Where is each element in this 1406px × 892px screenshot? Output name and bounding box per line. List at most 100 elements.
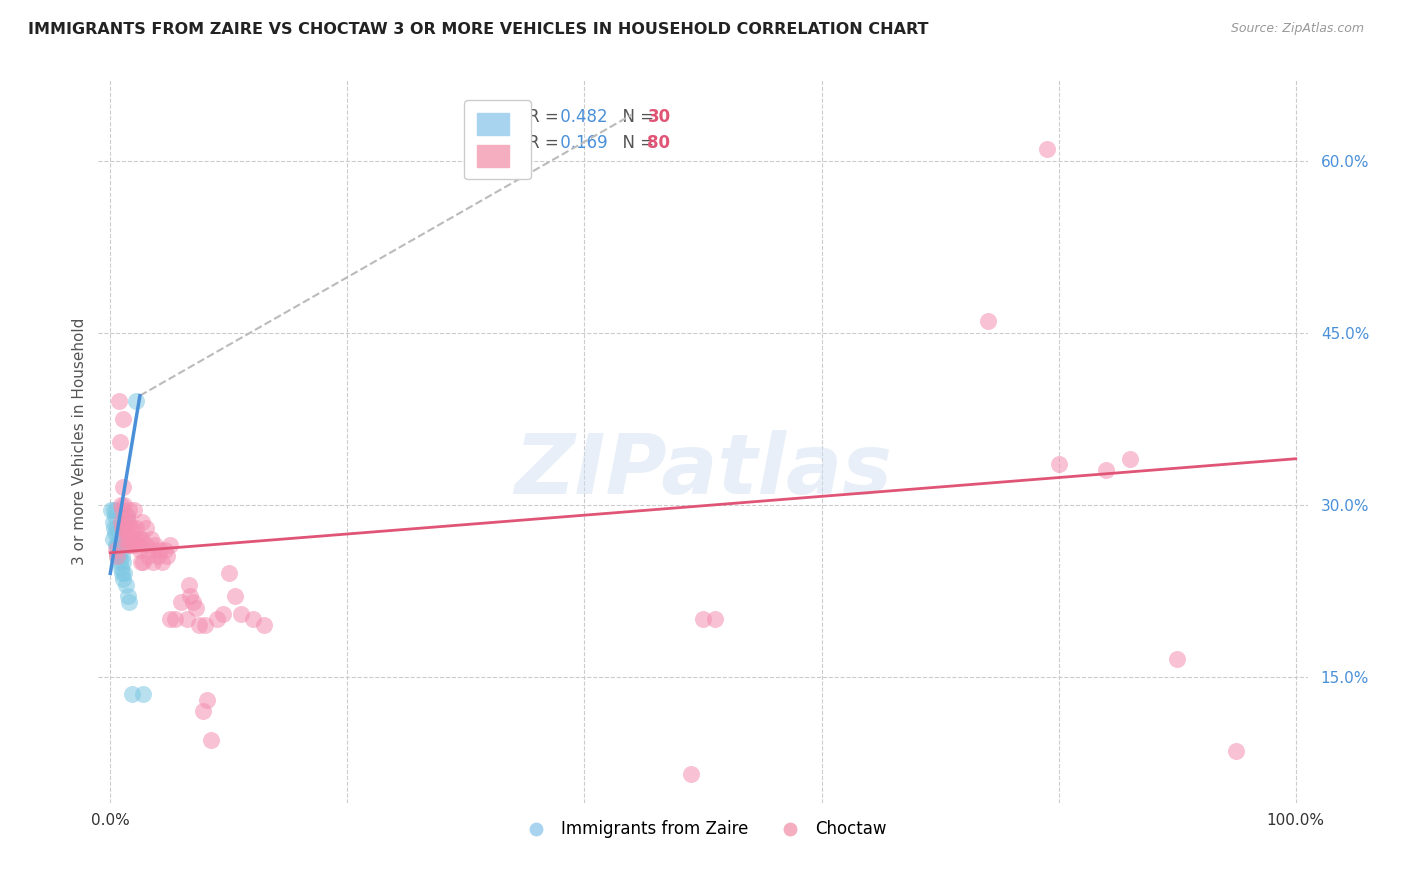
Point	[117, 538, 139, 552]
Point	[143, 538, 166, 552]
Point	[117, 532, 139, 546]
Point	[112, 572, 135, 586]
Point	[218, 566, 240, 581]
Point	[120, 538, 142, 552]
Point	[184, 600, 207, 615]
Point	[170, 595, 193, 609]
Point	[104, 526, 127, 541]
Text: N =: N =	[613, 108, 659, 126]
Text: IMMIGRANTS FROM ZAIRE VS CHOCTAW 3 OR MORE VEHICLES IN HOUSEHOLD CORRELATION CHA: IMMIGRANTS FROM ZAIRE VS CHOCTAW 3 OR MO…	[28, 22, 928, 37]
Point	[139, 532, 162, 546]
Point	[105, 520, 128, 534]
Point	[114, 578, 136, 592]
Point	[136, 549, 159, 564]
Point	[129, 543, 152, 558]
Point	[110, 543, 132, 558]
Point	[112, 480, 135, 494]
Point	[112, 411, 135, 425]
Point	[118, 595, 141, 609]
Text: 0.169: 0.169	[555, 135, 609, 153]
Point	[110, 498, 132, 512]
Point	[1095, 463, 1118, 477]
Point	[131, 532, 153, 546]
Text: 0.482: 0.482	[555, 108, 609, 126]
Point	[149, 543, 172, 558]
Point	[692, 612, 714, 626]
Point	[159, 538, 181, 552]
Point	[177, 578, 200, 592]
Point	[205, 612, 228, 626]
Point	[111, 503, 134, 517]
Point	[121, 534, 143, 549]
Point	[132, 555, 155, 569]
Point	[146, 549, 169, 564]
Point	[125, 394, 148, 409]
Point	[125, 532, 148, 546]
Point	[135, 538, 157, 552]
Point	[242, 612, 264, 626]
Point	[1036, 142, 1059, 156]
Point	[105, 549, 128, 564]
Point	[703, 612, 725, 626]
Point	[105, 538, 128, 552]
Point	[121, 520, 143, 534]
Point	[179, 590, 201, 604]
Point	[191, 704, 214, 718]
Point	[181, 595, 204, 609]
Point	[131, 515, 153, 529]
Point	[118, 526, 141, 541]
Y-axis label: 3 or more Vehicles in Household: 3 or more Vehicles in Household	[72, 318, 87, 566]
Point	[153, 543, 176, 558]
Point	[135, 520, 157, 534]
Point	[110, 515, 132, 529]
Point	[112, 555, 135, 569]
Point	[120, 520, 142, 534]
Point	[122, 503, 145, 517]
Point	[104, 509, 127, 524]
Point	[108, 534, 131, 549]
Point	[117, 515, 139, 529]
Point	[229, 607, 252, 621]
Point	[117, 590, 139, 604]
Point	[1047, 458, 1070, 472]
Point	[103, 520, 125, 534]
Point	[100, 503, 122, 517]
Point	[176, 612, 198, 626]
Point	[114, 566, 136, 581]
Point	[122, 532, 145, 546]
Point	[114, 520, 136, 534]
Point	[114, 498, 136, 512]
Point	[159, 612, 181, 626]
Point	[103, 503, 125, 517]
Point	[1166, 652, 1188, 666]
Text: 80: 80	[647, 135, 671, 153]
Point	[194, 618, 217, 632]
Text: R =: R =	[527, 108, 564, 126]
Point	[105, 549, 128, 564]
Text: Source: ZipAtlas.com: Source: ZipAtlas.com	[1230, 22, 1364, 36]
Point	[142, 543, 165, 558]
Point	[108, 434, 131, 449]
Point	[107, 532, 129, 546]
Point	[111, 520, 134, 534]
Point	[105, 503, 128, 517]
Point	[101, 515, 124, 529]
Point	[107, 549, 129, 564]
Point	[108, 555, 131, 569]
Point	[132, 687, 155, 701]
Point	[105, 538, 128, 552]
Point	[125, 520, 148, 534]
Point	[152, 555, 174, 569]
Point	[118, 503, 141, 517]
Point	[107, 394, 129, 409]
Point	[224, 590, 246, 604]
Text: R =: R =	[527, 135, 564, 153]
Point	[212, 607, 235, 621]
Point	[101, 532, 124, 546]
Legend: Immigrants from Zaire, Choctaw: Immigrants from Zaire, Choctaw	[513, 814, 893, 845]
Point	[200, 732, 222, 747]
Point	[110, 560, 132, 574]
Point	[253, 618, 276, 632]
Point	[114, 515, 136, 529]
Point	[129, 532, 152, 546]
